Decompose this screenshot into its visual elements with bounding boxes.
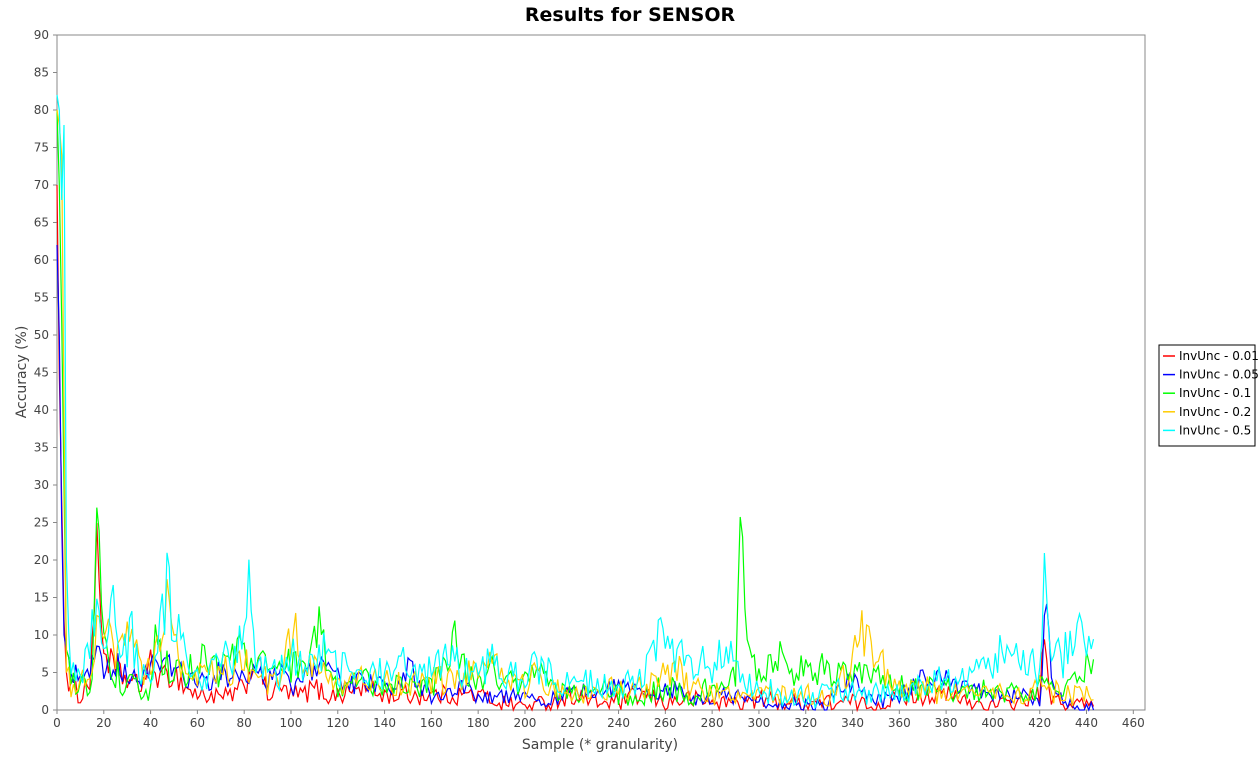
y-tick-label: 20 [34, 553, 49, 567]
y-tick-label: 55 [34, 291, 49, 305]
x-tick-label: 220 [560, 716, 583, 730]
x-tick-label: 180 [467, 716, 490, 730]
y-tick-label: 5 [41, 666, 49, 680]
y-tick-label: 60 [34, 253, 49, 267]
y-tick-label: 85 [34, 66, 49, 80]
x-tick-label: 360 [888, 716, 911, 730]
y-tick-label: 90 [34, 28, 49, 42]
x-tick-label: 0 [53, 716, 61, 730]
x-tick-label: 260 [654, 716, 677, 730]
x-tick-label: 40 [143, 716, 158, 730]
y-axis: 0 5 10 15 20 25 30 35 40 45 50 55 60 65 70 75 80 85 90 [34, 28, 57, 717]
x-tick-label: 440 [1075, 716, 1098, 730]
x-tick-label: 80 [237, 716, 252, 730]
x-tick-label: 60 [190, 716, 205, 730]
y-axis-label: Accuracy (%) [14, 326, 30, 419]
y-tick-label: 75 [34, 141, 49, 155]
legend-entry: InvUnc - 0.05 [1179, 368, 1259, 382]
legend-entry: InvUnc - 0.2 [1179, 405, 1251, 419]
y-tick-label: 65 [34, 216, 49, 230]
y-tick-label: 0 [41, 703, 49, 717]
y-tick-label: 15 [34, 591, 49, 605]
chart-title: Results for SENSOR [525, 4, 736, 26]
series-layer [56, 94, 1095, 713]
y-tick-label: 45 [34, 366, 49, 380]
x-tick-label: 420 [1028, 716, 1051, 730]
legend-entry: InvUnc - 0.5 [1179, 423, 1251, 437]
x-tick-label: 240 [607, 716, 630, 730]
x-axis-label: Sample (* granularity) [522, 737, 678, 753]
x-tick-label: 380 [935, 716, 958, 730]
y-tick-label: 10 [34, 628, 49, 642]
x-tick-label: 140 [373, 716, 396, 730]
legend: InvUnc - 0.01 InvUnc - 0.05 InvUnc - 0.1 In… [1158, 344, 1259, 447]
x-tick-label: 300 [747, 716, 770, 730]
y-tick-label: 30 [34, 478, 49, 492]
x-tick-label: 160 [420, 716, 443, 730]
x-tick-label: 340 [841, 716, 864, 730]
legend-box [1158, 344, 1256, 447]
y-tick-label: 40 [34, 403, 49, 417]
x-tick-label: 320 [794, 716, 817, 730]
plot-area [56, 34, 1146, 711]
y-tick-label: 70 [34, 178, 49, 192]
x-tick-label: 460 [1122, 716, 1145, 730]
y-tick-label: 80 [34, 103, 49, 117]
x-tick-label: 120 [326, 716, 349, 730]
series-line-1 [56, 244, 1095, 712]
legend-entry: InvUnc - 0.01 [1179, 349, 1259, 363]
series-line-3 [56, 109, 1094, 707]
series-line-4 [56, 94, 1095, 710]
x-tick-label: 400 [981, 716, 1004, 730]
y-tick-label: 25 [34, 516, 49, 530]
legend-entry: InvUnc - 0.1 [1179, 386, 1251, 400]
x-tick-label: 20 [96, 716, 111, 730]
y-tick-label: 50 [34, 328, 49, 342]
x-axis: 0 20 40 60 80 100 120 140 160 180 200 220 240 260 280 3… [53, 710, 1145, 730]
x-tick-label: 200 [514, 716, 537, 730]
y-tick-label: 35 [34, 441, 49, 455]
x-tick-label: 100 [280, 716, 303, 730]
x-tick-label: 280 [701, 716, 724, 730]
